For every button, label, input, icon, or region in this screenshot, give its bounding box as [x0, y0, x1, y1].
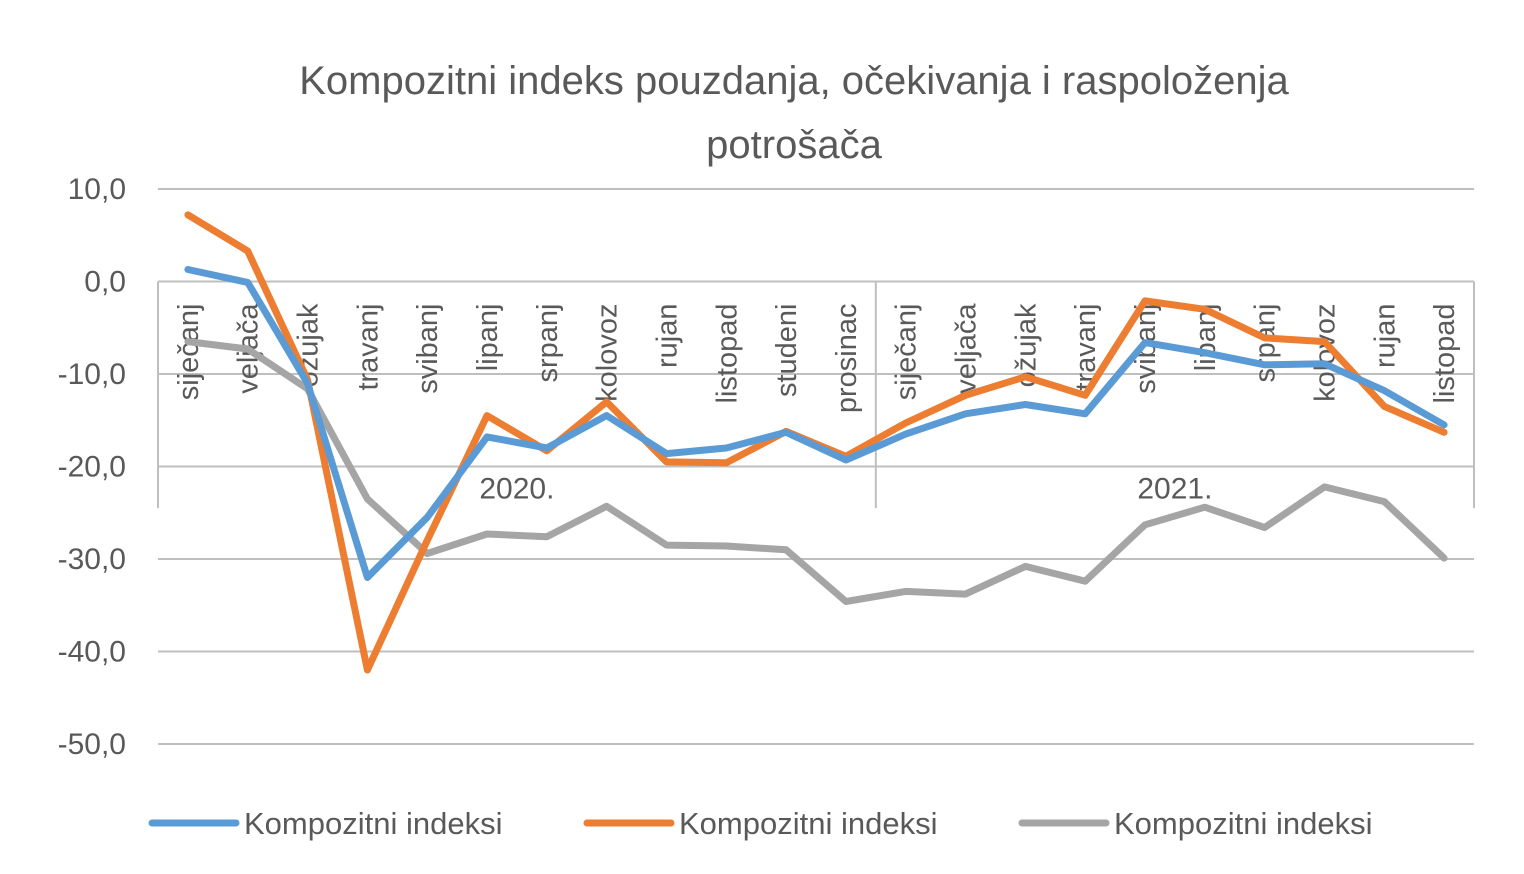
x-tick-label: travanj: [352, 304, 384, 391]
category-axis: siječanj veljača ožujak travanj svibanj lipan…: [157, 280, 1475, 509]
x-tick-label: lipanj: [472, 304, 504, 372]
year-group-label: 2020.: [479, 473, 554, 506]
x-tick-label: siječanj: [891, 304, 923, 401]
x-tick-label: srpanj: [1250, 304, 1282, 383]
series-line-1: [184, 266, 1448, 581]
y-tick-label: 0,0: [84, 266, 126, 299]
x-tick-label: ožujak: [1010, 303, 1042, 387]
legend-label: Kompozitni indeksi: [1114, 806, 1372, 841]
y-tick-label: 10,0: [68, 173, 126, 206]
chart-title-line-1: Kompozitni indeks pouzdanja, očekivanja …: [299, 59, 1289, 103]
y-tick-label: -30,0: [58, 543, 126, 576]
y-tick-label: -20,0: [58, 451, 126, 484]
x-tick-label: listopad: [711, 304, 743, 404]
x-tick-label: kolovoz: [592, 304, 624, 402]
y-tick-label: -10,0: [58, 358, 126, 391]
y-tick-label: -50,0: [58, 728, 126, 761]
x-tick-label: listopad: [1429, 304, 1461, 404]
x-tick-label: srpanj: [532, 304, 564, 383]
legend-label: Kompozitni indeksi: [244, 806, 502, 841]
gridlines: [158, 188, 1474, 745]
y-tick-label: -40,0: [58, 636, 126, 669]
chart-title-line-2: potrošača: [706, 123, 882, 167]
x-tick-label: rujan: [1369, 304, 1401, 369]
year-group-label: 2021.: [1137, 473, 1212, 506]
x-tick-label: studeni: [771, 304, 803, 398]
x-tick-label: siječanj: [173, 304, 205, 401]
series-line-3: [184, 338, 1448, 605]
y-axis-ticks: 10,0 0,0 -10,0 -20,0 -30,0 -40,0 -50,0: [58, 173, 126, 761]
x-tick-label: veljača: [951, 303, 983, 394]
x-tick-label: prosinac: [831, 304, 863, 414]
x-tick-label: svibanj: [412, 304, 444, 394]
series-lines: [184, 211, 1448, 674]
x-tick-label: rujan: [651, 304, 683, 369]
legend-label: Kompozitni indeksi: [679, 806, 937, 841]
legend: Kompozitni indeksi Kompozitni indeksi Komp…: [148, 806, 1372, 841]
